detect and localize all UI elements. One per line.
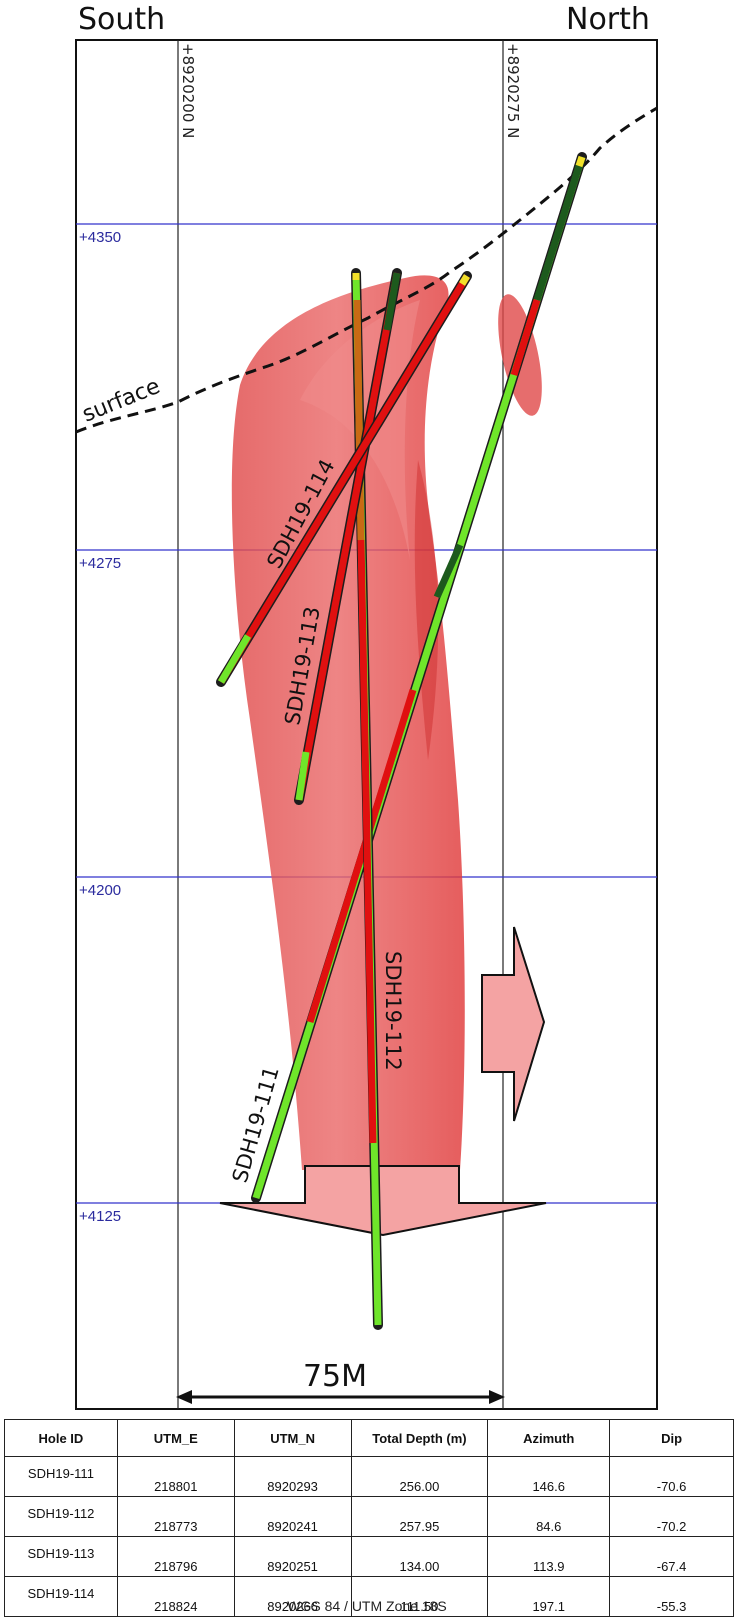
table-cell: 218801 xyxy=(116,1456,235,1497)
northing-label: +8920275 N xyxy=(504,43,522,138)
table-cell: 8920251 xyxy=(233,1536,352,1577)
cross-section: +4350 +4275 +4200 +4125 +8920200 N +8920… xyxy=(75,39,658,1410)
table-cell: -67.4 xyxy=(609,1536,734,1577)
table-cell: 8920241 xyxy=(233,1496,352,1537)
column-header: UTM_N xyxy=(233,1419,352,1457)
drillhole-SDH19-114 xyxy=(216,271,472,687)
northing-label: +8920200 N xyxy=(179,43,197,138)
drillhole-SDH19-113 xyxy=(294,268,402,805)
scale-bar: 75M xyxy=(176,1359,505,1404)
table-row: SDH19-114 218824 8920266 111.50 197.1 -5… xyxy=(4,1576,734,1617)
table-cell: 197.1 xyxy=(487,1576,611,1617)
column-header: Azimuth xyxy=(487,1419,611,1457)
table-cell: SDH19-112 xyxy=(4,1496,118,1537)
table-cell: 8920266 xyxy=(233,1576,352,1617)
column-header: UTM_E xyxy=(116,1419,235,1457)
table-cell: 8920293 xyxy=(233,1456,352,1497)
table-cell: 218773 xyxy=(116,1496,235,1537)
north-label: North xyxy=(566,2,650,37)
south-label: South xyxy=(78,2,166,37)
column-header: Hole ID xyxy=(4,1419,118,1457)
elevation-label: +4350 xyxy=(79,229,121,246)
elevation-label: +4200 xyxy=(79,882,121,899)
table-cell: 257.95 xyxy=(350,1496,489,1537)
table-cell: -55.3 xyxy=(609,1576,734,1617)
elevation-label: +4125 xyxy=(79,1208,121,1225)
table-row: SDH19-113 218796 8920251 134.00 113.9 -6… xyxy=(4,1536,734,1577)
down-arrow xyxy=(219,1165,547,1237)
table-cell: 146.6 xyxy=(487,1456,611,1497)
column-header: Dip xyxy=(609,1419,734,1457)
column-header: Total Depth (m) xyxy=(350,1419,489,1457)
hole-label-SDH19-112: SDH19-112 xyxy=(381,951,405,1071)
body-shadow xyxy=(414,460,439,760)
mineralized-body xyxy=(231,275,465,1170)
table-cell: 111.50 xyxy=(350,1576,489,1617)
table-cell: SDH19-114 xyxy=(4,1576,118,1617)
table-cell: 256.00 xyxy=(350,1456,489,1497)
table-cell: 84.6 xyxy=(487,1496,611,1537)
surface-profile xyxy=(75,106,658,434)
table-row: SDH19-111 218801 8920293 256.00 146.6 -7… xyxy=(4,1456,734,1497)
table-cell: 113.9 xyxy=(487,1536,611,1577)
drillhole-table: Hole ID UTM_E UTM_N Total Depth (m) Azim… xyxy=(4,1419,734,1617)
table-cell: SDH19-113 xyxy=(4,1536,118,1577)
table-cell: 134.00 xyxy=(350,1536,489,1577)
scale-bar-label: 75M xyxy=(303,1359,367,1394)
drillhole-SDH19-111 xyxy=(251,152,587,1203)
elevation-label: +4275 xyxy=(79,555,121,572)
table-cell: SDH19-111 xyxy=(4,1456,118,1497)
right-arrow xyxy=(481,926,546,1122)
coordinate-system-caption: WGS 84 / UTM Zone 18S xyxy=(287,1598,447,1614)
table-header-row: Hole ID UTM_E UTM_N Total Depth (m) Azim… xyxy=(4,1419,734,1457)
table-cell: 218796 xyxy=(116,1536,235,1577)
table-cell: -70.2 xyxy=(609,1496,734,1537)
table-cell: 218824 xyxy=(116,1576,235,1617)
table-row: SDH19-112 218773 8920241 257.95 84.6 -70… xyxy=(4,1496,734,1537)
table-cell: -70.6 xyxy=(609,1456,734,1497)
